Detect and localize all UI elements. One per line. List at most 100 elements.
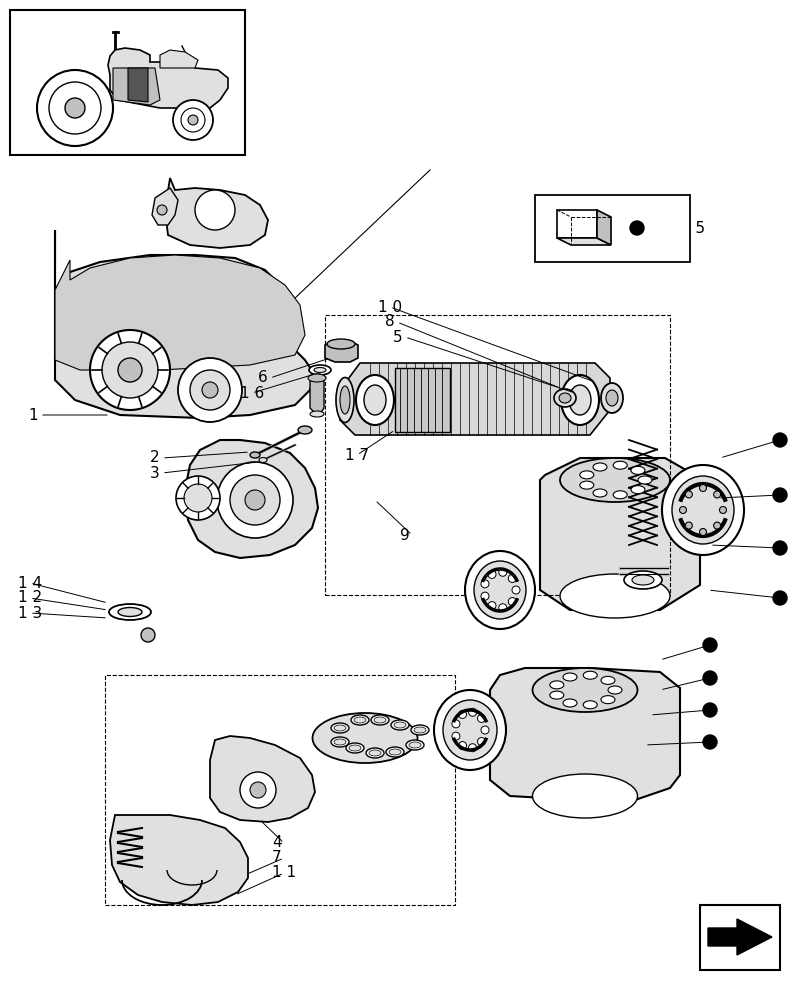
- Ellipse shape: [532, 668, 637, 712]
- Circle shape: [477, 714, 485, 722]
- Text: 1 2: 1 2: [18, 590, 42, 605]
- Circle shape: [176, 476, 220, 520]
- Bar: [534, 195, 689, 262]
- Ellipse shape: [560, 375, 599, 425]
- Ellipse shape: [388, 749, 401, 755]
- Circle shape: [698, 485, 706, 491]
- Ellipse shape: [312, 713, 417, 763]
- Ellipse shape: [532, 774, 637, 818]
- Ellipse shape: [623, 571, 661, 589]
- Ellipse shape: [307, 374, 325, 382]
- Ellipse shape: [368, 750, 380, 756]
- Polygon shape: [539, 458, 699, 610]
- Ellipse shape: [414, 727, 426, 733]
- Circle shape: [629, 221, 643, 235]
- Circle shape: [245, 490, 264, 510]
- Ellipse shape: [433, 690, 505, 770]
- Ellipse shape: [363, 385, 385, 415]
- Text: 5: 5: [393, 330, 402, 344]
- Circle shape: [178, 358, 242, 422]
- Ellipse shape: [612, 461, 626, 469]
- Ellipse shape: [345, 743, 363, 753]
- Polygon shape: [113, 68, 160, 105]
- Circle shape: [202, 382, 217, 398]
- Polygon shape: [160, 50, 198, 68]
- Ellipse shape: [474, 561, 526, 619]
- Ellipse shape: [406, 740, 423, 750]
- Polygon shape: [55, 255, 305, 370]
- Polygon shape: [394, 368, 449, 432]
- Ellipse shape: [553, 389, 575, 407]
- Text: 2: 2: [150, 450, 160, 466]
- Circle shape: [713, 522, 719, 529]
- Circle shape: [487, 602, 496, 610]
- Text: 1 3: 1 3: [18, 605, 42, 620]
- Ellipse shape: [562, 673, 577, 681]
- Circle shape: [37, 70, 113, 146]
- Ellipse shape: [250, 452, 260, 458]
- Text: 1 5: 1 5: [680, 221, 704, 236]
- Text: KIT: KIT: [565, 218, 588, 231]
- Bar: [10, 10, 245, 155]
- Circle shape: [713, 491, 719, 498]
- Ellipse shape: [579, 481, 593, 489]
- Text: 1 6: 1 6: [240, 385, 264, 400]
- Ellipse shape: [354, 717, 366, 723]
- Ellipse shape: [637, 476, 651, 484]
- Circle shape: [141, 628, 155, 642]
- Ellipse shape: [331, 723, 349, 733]
- Bar: [324, 315, 669, 595]
- Circle shape: [188, 115, 198, 125]
- Circle shape: [195, 190, 234, 230]
- Circle shape: [512, 586, 519, 594]
- Polygon shape: [152, 188, 178, 225]
- Ellipse shape: [612, 491, 626, 499]
- Ellipse shape: [592, 463, 607, 471]
- Circle shape: [49, 82, 101, 134]
- Ellipse shape: [333, 739, 345, 745]
- Text: =: =: [653, 221, 666, 236]
- Circle shape: [702, 703, 716, 717]
- Circle shape: [90, 330, 169, 410]
- Polygon shape: [556, 238, 610, 245]
- Text: 1 7: 1 7: [345, 448, 369, 462]
- Ellipse shape: [314, 367, 325, 372]
- Ellipse shape: [366, 748, 384, 758]
- Circle shape: [458, 710, 466, 718]
- Text: 8: 8: [384, 314, 394, 330]
- Ellipse shape: [607, 686, 621, 694]
- Circle shape: [468, 744, 476, 752]
- Circle shape: [173, 100, 212, 140]
- Ellipse shape: [374, 717, 385, 723]
- Circle shape: [480, 580, 488, 588]
- Circle shape: [702, 671, 716, 685]
- Circle shape: [508, 574, 516, 582]
- Polygon shape: [489, 668, 679, 800]
- Circle shape: [480, 726, 488, 734]
- Ellipse shape: [340, 386, 350, 414]
- Ellipse shape: [465, 551, 534, 629]
- Polygon shape: [324, 341, 358, 362]
- Ellipse shape: [661, 465, 743, 555]
- Polygon shape: [210, 736, 315, 822]
- Ellipse shape: [600, 676, 614, 684]
- Circle shape: [452, 732, 459, 740]
- Polygon shape: [109, 815, 247, 905]
- Circle shape: [468, 708, 476, 716]
- Ellipse shape: [259, 458, 267, 462]
- Ellipse shape: [549, 681, 563, 689]
- Ellipse shape: [333, 725, 345, 731]
- Ellipse shape: [592, 489, 607, 497]
- Ellipse shape: [355, 375, 393, 425]
- Polygon shape: [185, 440, 318, 558]
- Ellipse shape: [569, 385, 590, 415]
- Ellipse shape: [309, 365, 331, 375]
- Ellipse shape: [391, 720, 409, 730]
- Circle shape: [698, 528, 706, 536]
- Ellipse shape: [549, 691, 563, 699]
- Bar: [105, 675, 454, 905]
- Circle shape: [118, 358, 142, 382]
- Text: 6: 6: [258, 370, 268, 385]
- Circle shape: [487, 570, 496, 578]
- Ellipse shape: [331, 737, 349, 747]
